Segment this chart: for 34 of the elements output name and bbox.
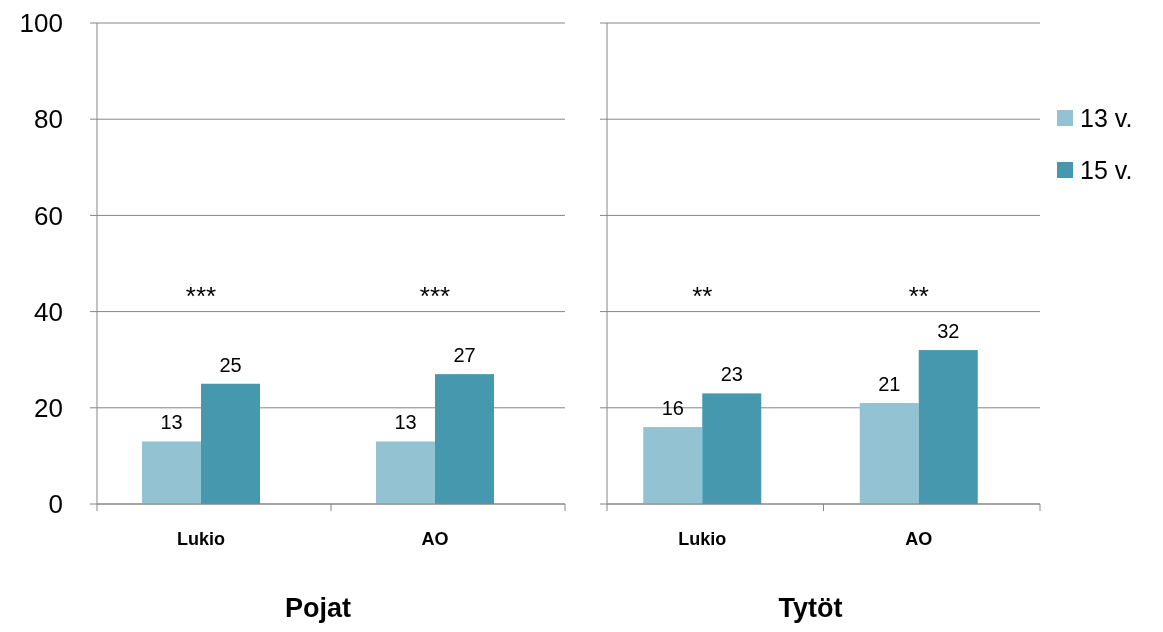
- data-label: 21: [878, 372, 901, 395]
- annotation: **: [908, 281, 929, 312]
- y-tick-label: 0: [48, 489, 63, 520]
- bar: [702, 393, 762, 504]
- data-label: 32: [937, 320, 960, 343]
- data-label: 13: [160, 411, 183, 434]
- x-axis-title: Pojat: [284, 593, 352, 623]
- y-tick-label: 40: [34, 296, 63, 327]
- data-label: 16: [661, 397, 684, 420]
- bar: [435, 374, 494, 504]
- x-tick-label: AO: [905, 529, 933, 549]
- bar: [142, 441, 201, 504]
- y-tick-label: 80: [34, 104, 63, 135]
- legend-label: 15 v.: [1080, 155, 1133, 184]
- data-label: 27: [453, 344, 476, 367]
- bar: [643, 427, 703, 504]
- annotation: **: [692, 281, 713, 312]
- x-tick-label: Lukio: [177, 529, 225, 549]
- data-label: 25: [219, 353, 242, 376]
- x-axis-title: Tytöt: [778, 593, 843, 623]
- x-tick-label: AO: [421, 529, 449, 549]
- bar: [376, 441, 435, 504]
- y-tick-label: 60: [34, 200, 63, 231]
- data-label: 23: [720, 363, 743, 386]
- legend-label: 13 v.: [1080, 103, 1133, 132]
- y-tick-label: 100: [19, 8, 63, 39]
- data-label: 13: [394, 411, 417, 434]
- bar: [201, 383, 260, 504]
- y-tick-label: 20: [34, 392, 63, 423]
- x-tick-label: Lukio: [678, 529, 727, 549]
- bar: [918, 350, 978, 504]
- annotation: ***: [419, 281, 451, 312]
- bar: [859, 402, 919, 504]
- annotation: ***: [185, 281, 217, 312]
